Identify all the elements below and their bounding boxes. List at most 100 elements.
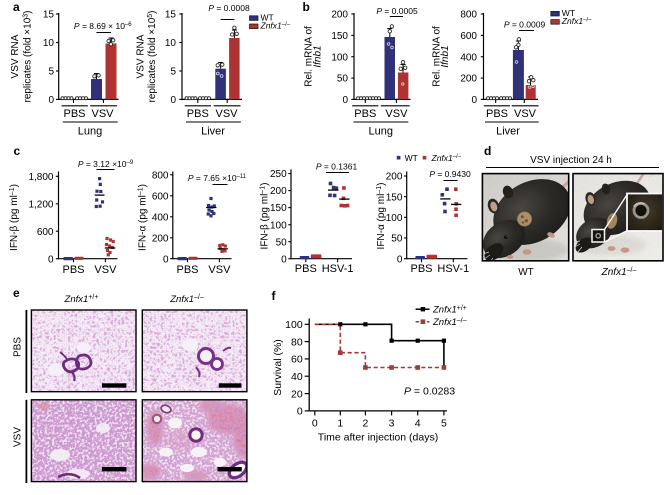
svg-text:Znfx1–/–: Znfx1–/– xyxy=(601,267,637,278)
svg-text:Znfx1–/–: Znfx1–/– xyxy=(431,153,462,163)
svg-text:replicates (fold ×103): replicates (fold ×103) xyxy=(22,10,33,102)
svg-text:0: 0 xyxy=(48,95,54,106)
svg-text:PBS: PBS xyxy=(410,263,432,275)
svg-text:Rel. mRNA of: Rel. mRNA of xyxy=(432,26,443,87)
svg-text:200: 200 xyxy=(152,233,169,244)
svg-text:100: 100 xyxy=(270,220,287,231)
svg-text:400: 400 xyxy=(152,212,169,223)
svg-text:10: 10 xyxy=(165,38,177,49)
svg-text:P = 0.0009: P = 0.0009 xyxy=(504,20,546,30)
svg-text:5: 5 xyxy=(170,67,176,78)
svg-text:Znfx1+/+: Znfx1+/+ xyxy=(64,294,99,305)
svg-text:Rel. mRNA of: Rel. mRNA of xyxy=(304,26,315,87)
svg-text:PBS: PBS xyxy=(354,108,376,120)
svg-text:5: 5 xyxy=(48,67,54,78)
svg-text:a: a xyxy=(13,0,20,14)
svg-text:VSV injection 24 h: VSV injection 24 h xyxy=(530,155,612,166)
svg-text:PBS: PBS xyxy=(187,108,209,120)
svg-text:VSV: VSV xyxy=(215,108,238,120)
svg-text:Znfx1–/–: Znfx1–/– xyxy=(561,16,592,26)
svg-text:1,200: 1,200 xyxy=(28,199,53,210)
svg-text:c: c xyxy=(14,144,21,158)
svg-text:Znfx1+/+: Znfx1+/+ xyxy=(432,305,467,316)
svg-text:Znfx1–/–: Znfx1–/– xyxy=(432,317,467,328)
svg-text:VSV: VSV xyxy=(514,108,537,120)
svg-text:5: 5 xyxy=(441,418,447,430)
svg-text:VSV: VSV xyxy=(385,108,408,120)
svg-text:400: 400 xyxy=(460,52,477,63)
svg-text:P = 0.0005: P = 0.0005 xyxy=(376,6,418,16)
svg-text:Znfx1–/–: Znfx1–/– xyxy=(260,21,291,31)
svg-text:P = 3.12 ×10–9: P = 3.12 ×10–9 xyxy=(78,159,134,169)
svg-text:Lung: Lung xyxy=(78,125,102,137)
svg-text:Lung: Lung xyxy=(369,125,393,137)
svg-text:200: 200 xyxy=(386,172,403,183)
svg-text:10: 10 xyxy=(43,38,55,49)
svg-text:0: 0 xyxy=(312,418,318,430)
svg-text:250: 250 xyxy=(270,169,287,180)
svg-text:1: 1 xyxy=(337,418,343,430)
svg-text:50: 50 xyxy=(276,237,288,248)
svg-text:200: 200 xyxy=(270,186,287,197)
svg-text:15: 15 xyxy=(43,10,55,21)
svg-text:P = 0.0008: P = 0.0008 xyxy=(208,3,250,13)
svg-text:3: 3 xyxy=(389,418,395,430)
svg-text:Survival (%): Survival (%) xyxy=(272,339,284,396)
svg-text:800: 800 xyxy=(460,10,477,21)
svg-text:IFN-α (pg ml–1): IFN-α (pg ml–1) xyxy=(376,183,387,250)
svg-text:Time after injection (days): Time after injection (days) xyxy=(318,432,438,444)
svg-text:P = 8.69 × 10–6: P = 8.69 × 10–6 xyxy=(74,21,132,31)
svg-text:0: 0 xyxy=(281,254,287,265)
svg-text:150: 150 xyxy=(386,192,403,203)
svg-text:VSV: VSV xyxy=(94,264,117,276)
svg-text:PBS: PBS xyxy=(13,337,24,357)
svg-text:0: 0 xyxy=(471,95,477,106)
svg-text:60: 60 xyxy=(291,354,303,366)
svg-text:IFN-α (pg ml–1): IFN-α (pg ml–1) xyxy=(138,184,149,251)
svg-text:d: d xyxy=(484,144,491,158)
svg-text:0: 0 xyxy=(297,406,303,418)
svg-text:Liver: Liver xyxy=(496,125,520,137)
svg-text:b: b xyxy=(303,0,310,14)
svg-text:0: 0 xyxy=(170,95,176,106)
svg-text:100: 100 xyxy=(386,213,403,224)
svg-text:20: 20 xyxy=(291,388,303,400)
svg-text:HSV-1: HSV-1 xyxy=(437,263,469,275)
svg-text:IFN-β (pg ml–1): IFN-β (pg ml–1) xyxy=(260,183,271,250)
svg-text:150: 150 xyxy=(270,203,287,214)
svg-text:PBS: PBS xyxy=(295,263,317,275)
svg-text:0: 0 xyxy=(342,95,348,106)
svg-text:50: 50 xyxy=(337,74,349,85)
svg-text:200: 200 xyxy=(460,74,477,85)
svg-text:HSV-1: HSV-1 xyxy=(322,263,354,275)
svg-text:100: 100 xyxy=(285,319,303,331)
svg-text:1,800: 1,800 xyxy=(28,172,53,183)
svg-text:VSV RNA: VSV RNA xyxy=(136,34,147,78)
svg-text:0: 0 xyxy=(163,254,169,265)
svg-text:0: 0 xyxy=(397,254,403,265)
svg-text:WT: WT xyxy=(261,12,274,22)
svg-text:IFN-β (pg ml–1): IFN-β (pg ml–1) xyxy=(9,184,20,251)
svg-text:PBS: PBS xyxy=(63,108,85,120)
svg-text:4: 4 xyxy=(415,418,421,430)
svg-text:50: 50 xyxy=(391,234,403,245)
svg-text:800: 800 xyxy=(152,170,169,181)
svg-text:200: 200 xyxy=(331,10,348,21)
svg-text:PBS: PBS xyxy=(486,108,508,120)
svg-text:replicates (fold ×105): replicates (fold ×105) xyxy=(147,10,158,102)
svg-text:VSV: VSV xyxy=(91,108,114,120)
svg-text:2: 2 xyxy=(362,418,368,430)
svg-text:600: 600 xyxy=(37,227,54,238)
svg-text:PBS: PBS xyxy=(62,264,84,276)
svg-text:150: 150 xyxy=(331,31,348,42)
svg-text:0: 0 xyxy=(48,254,54,265)
svg-text:Ifnb1: Ifnb1 xyxy=(313,45,324,67)
svg-text:e: e xyxy=(13,286,20,300)
svg-text:P = 0.0283: P = 0.0283 xyxy=(404,386,455,398)
svg-text:40: 40 xyxy=(291,371,303,383)
svg-text:P = 0.9430: P = 0.9430 xyxy=(429,169,471,179)
svg-text:f: f xyxy=(272,289,277,303)
svg-text:100: 100 xyxy=(331,52,348,63)
svg-text:600: 600 xyxy=(152,191,169,202)
svg-text:WT: WT xyxy=(562,8,575,18)
